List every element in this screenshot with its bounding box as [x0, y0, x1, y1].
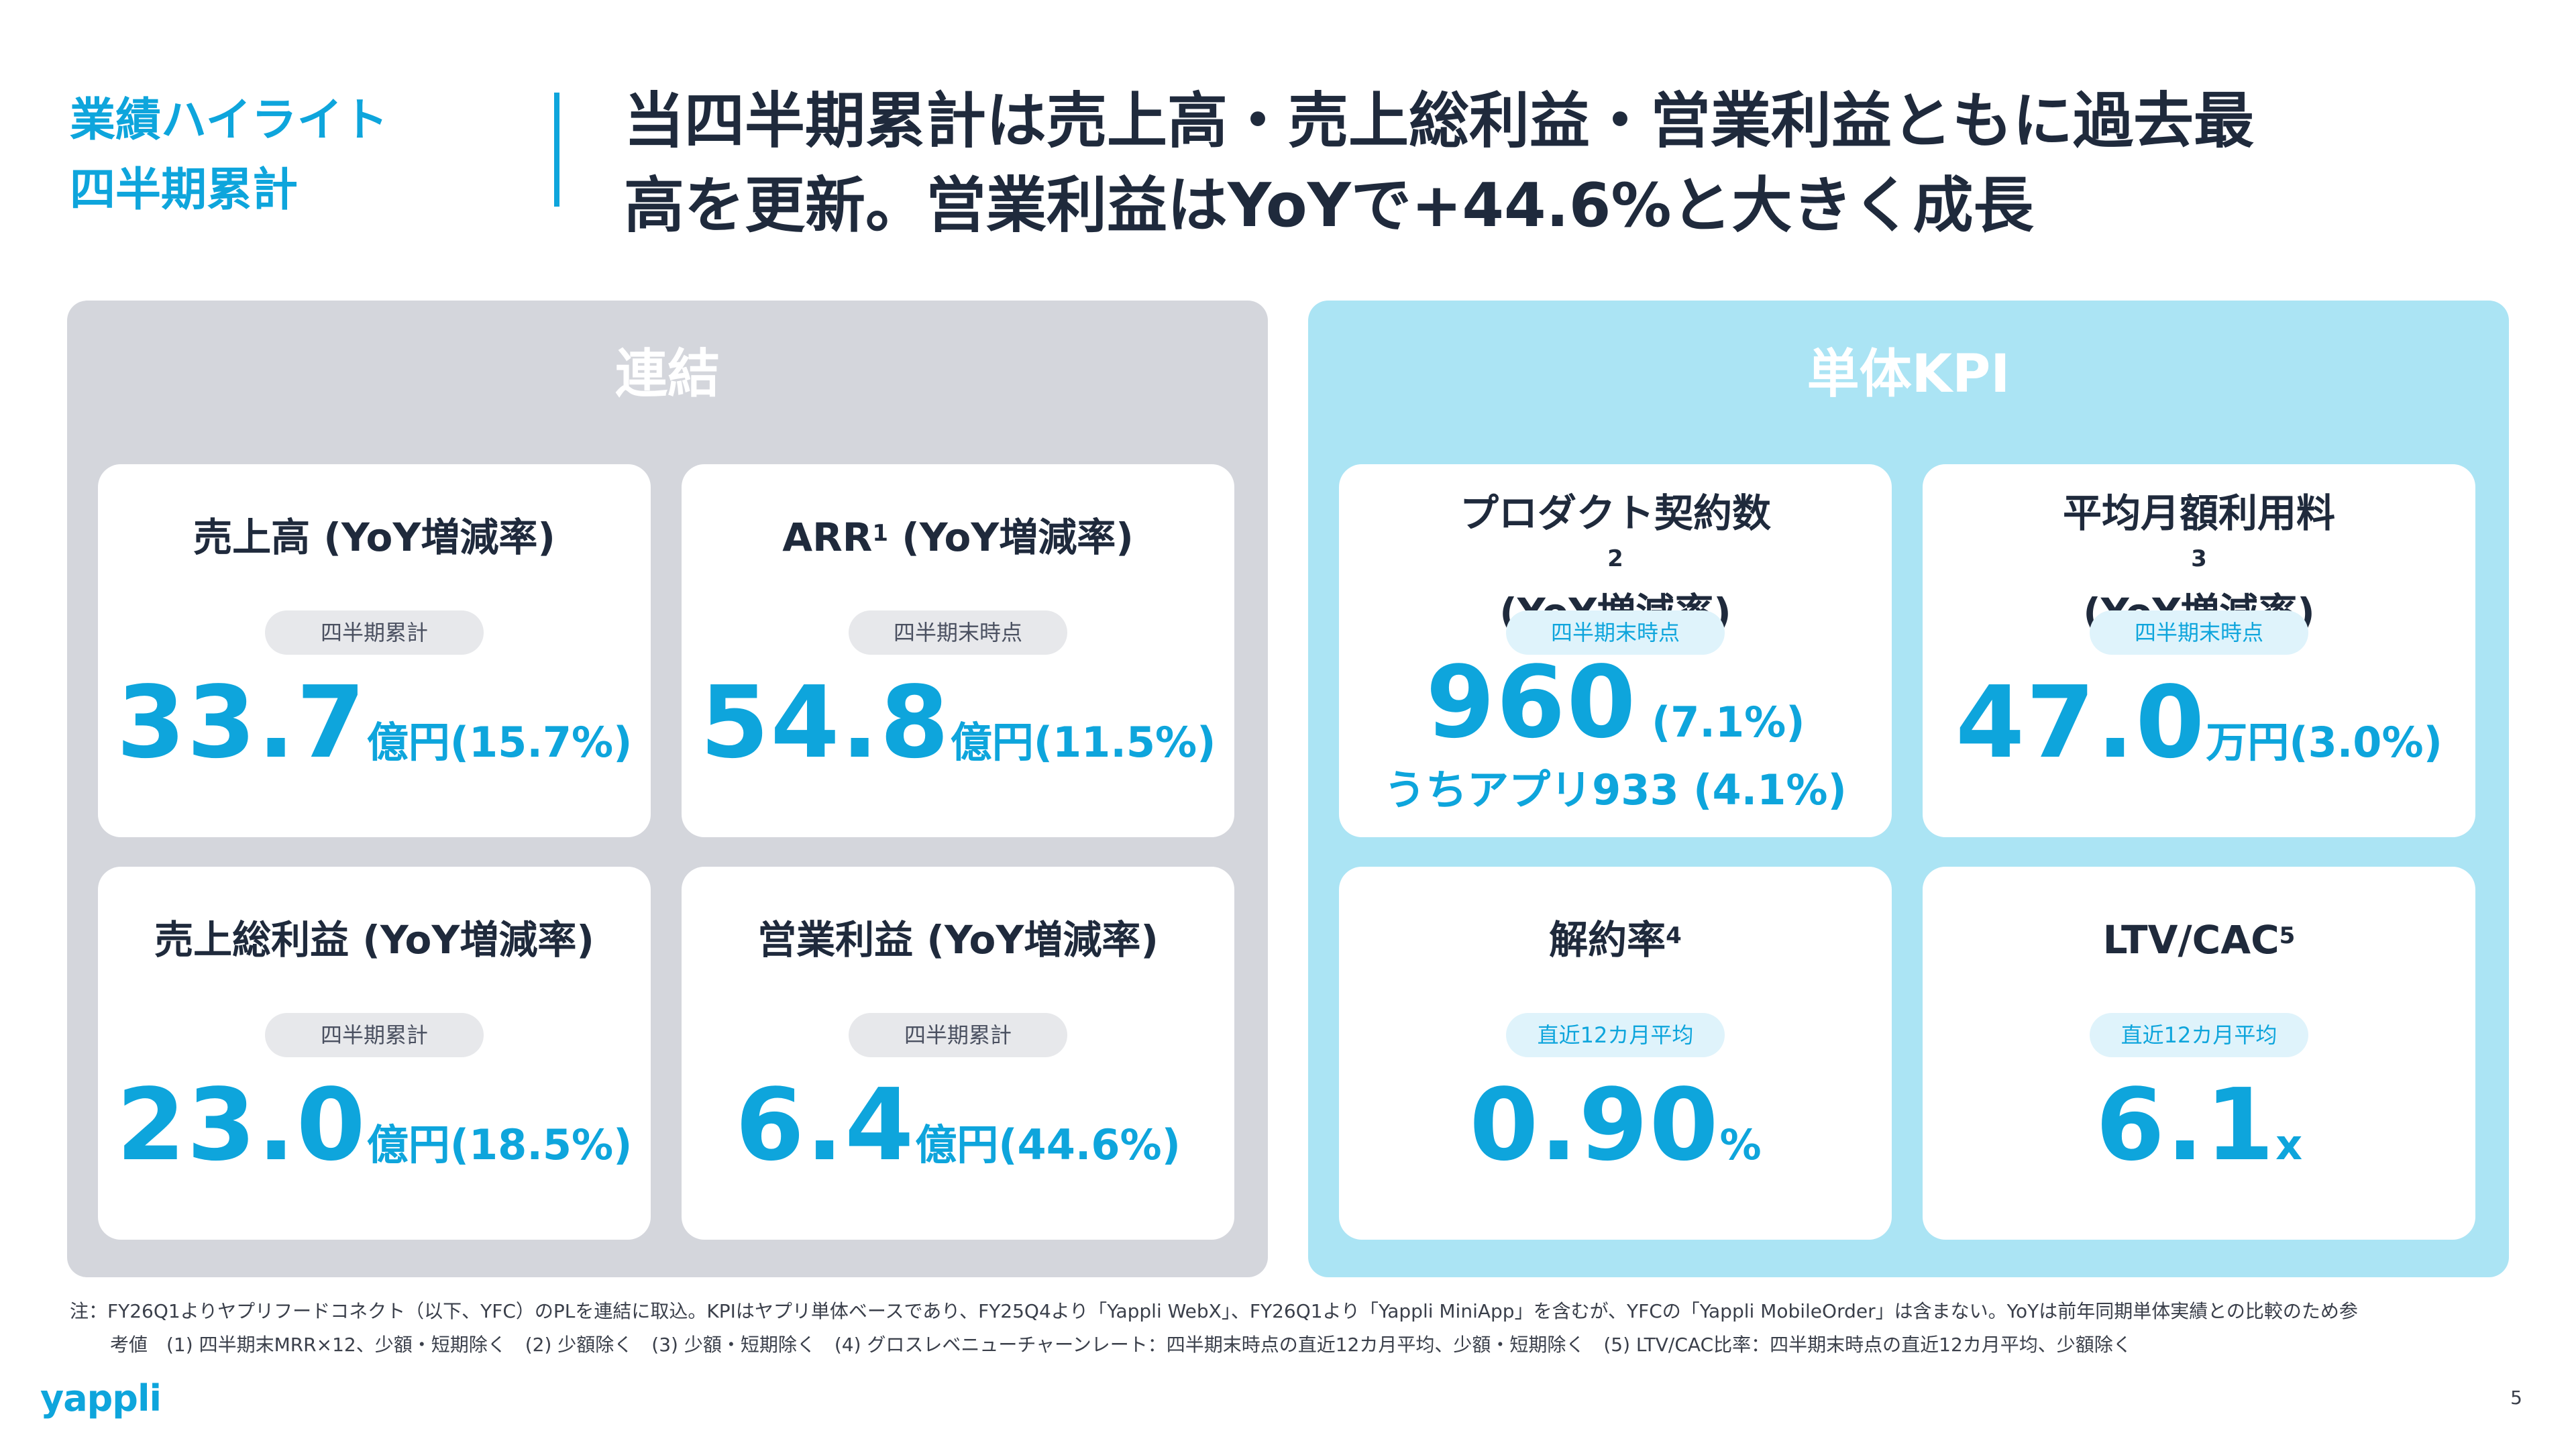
metric-unit: 億円 [950, 718, 1034, 767]
title-divider [554, 93, 559, 207]
metric-change: (3.0%) [2289, 718, 2443, 767]
revenue-value: 33.7億円(15.7%) [98, 665, 651, 800]
label-line1: 平均月額利用料 3 [1923, 488, 2475, 588]
operating-profit-value: 6.4億円(44.6%) [682, 1068, 1234, 1202]
footnote-marker: 4 [1666, 922, 1682, 949]
headline-line1: 当四半期累計は売上高・売上総利益・営業利益ともに過去最 [624, 86, 2254, 156]
ltv-cac-card: LTV/CAC5 直近12カ月平均 6.1x [1923, 867, 2475, 1240]
yappli-logo: yappli [40, 1377, 162, 1419]
metric-number: 47.0 [1955, 665, 2206, 780]
footnote-marker: 1 [872, 520, 889, 547]
footnote-line1: 注：FY26Q1よりヤプリフードコネクト（以下、YFC）のPLを連結に取込。KP… [70, 1300, 2358, 1322]
period-badge: 四半期累計 [265, 610, 484, 655]
period-badge: 四半期累計 [849, 1013, 1067, 1057]
consolidated-panel: 連結 売上高 (YoY増減率) 四半期累計 33.7億円(15.7%) ARR1… [67, 301, 1268, 1277]
metric-unit: x [2275, 1120, 2303, 1169]
section-title-line1: 業績ハイライト [70, 94, 388, 147]
metric-change: (44.6%) [998, 1120, 1181, 1169]
metric-number: 960 [1426, 645, 1638, 760]
arr-card: ARR1 (YoY増減率) 四半期末時点 54.8億円(11.5%) [682, 464, 1234, 837]
label-text: 平均月額利用料 [2062, 490, 2335, 536]
consolidated-panel-title: 連結 [614, 344, 720, 405]
operating-profit-label: 営業利益 (YoY増減率) [757, 917, 1159, 963]
label-text: 解約率 [1549, 917, 1666, 963]
churn-rate-card: 解約率4 直近12カ月平均 0.90% [1339, 867, 1892, 1240]
metric-change: (18.5%) [449, 1120, 633, 1169]
ltv-cac-label: LTV/CAC5 [1923, 915, 2475, 965]
arr-value: 54.8億円(11.5%) [682, 665, 1234, 800]
headline-line2: 高を更新。営業利益はYoYで+44.6%と大きく成長 [624, 170, 2034, 241]
period-badge: 四半期末時点 [2090, 610, 2308, 655]
metric-unit: 億円 [366, 718, 450, 767]
product-contracts-value: 960 (7.1%) [1339, 645, 1892, 780]
metric-change: (7.1%) [1637, 698, 1805, 747]
gross-profit-value: 23.0億円(18.5%) [98, 1068, 651, 1202]
metric-number: 23.0 [116, 1067, 367, 1183]
period-badge: 四半期末時点 [1506, 610, 1725, 655]
footnote: 注：FY26Q1よりヤプリフードコネクト（以下、YFC）のPLを連結に取込。KP… [70, 1295, 2518, 1362]
metric-unit: 万円 [2206, 718, 2290, 767]
footnote-line2: 考値 (1) 四半期末MRR×12、少額・短期除く (2) 少額除く (3) 少… [110, 1334, 2132, 1356]
page-number: 5 [2510, 1387, 2522, 1409]
avg-monthly-fee-value: 47.0万円(3.0%) [1923, 665, 2475, 800]
metric-change: (11.5%) [1033, 718, 1216, 767]
revenue-label: 売上高 (YoY増減率) [193, 515, 555, 560]
arr-label-suffix: (YoY増減率) [888, 515, 1134, 560]
label-text: LTV/CAC [2102, 917, 2279, 963]
label-line1: プロダクト契約数 2 [1339, 488, 1892, 588]
metric-unit: 億円 [366, 1120, 450, 1169]
metric-number: 54.8 [700, 665, 951, 780]
ltv-cac-value: 6.1x [1923, 1068, 2475, 1202]
page-headline: 当四半期累計は売上高・売上総利益・営業利益ともに過去最 高を更新。営業利益はYo… [624, 79, 2489, 248]
metric-number: 6.1 [2095, 1067, 2276, 1183]
metric-number: 33.7 [116, 665, 367, 780]
churn-rate-label: 解約率4 [1339, 915, 1892, 965]
metric-change: (15.7%) [449, 718, 633, 767]
label-text: プロダクト契約数 [1459, 490, 1771, 536]
metric-unit: % [1719, 1120, 1762, 1169]
period-badge: 四半期累計 [265, 1013, 484, 1057]
period-badge: 直近12カ月平均 [2090, 1013, 2308, 1057]
arr-label-text: ARR [782, 515, 873, 560]
section-title-line2: 四半期累計 [70, 164, 299, 217]
revenue-card: 売上高 (YoY増減率) 四半期累計 33.7億円(15.7%) [98, 464, 651, 837]
footnote-marker: 2 [1607, 545, 1623, 572]
gross-profit-label: 売上総利益 (YoY増減率) [154, 917, 594, 963]
standalone-panel-title: 単体KPI [1807, 344, 2010, 405]
arr-label: ARR1 (YoY増減率) [682, 513, 1234, 562]
metric-unit: 億円 [915, 1120, 999, 1169]
metric-number: 6.4 [735, 1067, 916, 1183]
operating-profit-card: 営業利益 (YoY増減率) 四半期累計 6.4億円(44.6%) [682, 867, 1234, 1240]
footnote-marker: 3 [2191, 545, 2207, 572]
section-title: 業績ハイライト 四半期累計 [70, 86, 388, 225]
footnote-marker: 5 [2279, 922, 2296, 949]
app-contracts-subline: うちアプリ933 (4.1%) [1384, 765, 1847, 814]
period-badge: 四半期末時点 [849, 610, 1067, 655]
churn-rate-value: 0.90% [1339, 1068, 1892, 1202]
gross-profit-card: 売上総利益 (YoY増減率) 四半期累計 23.0億円(18.5%) [98, 867, 651, 1240]
metric-number: 0.90 [1469, 1067, 1720, 1183]
period-badge: 直近12カ月平均 [1506, 1013, 1725, 1057]
